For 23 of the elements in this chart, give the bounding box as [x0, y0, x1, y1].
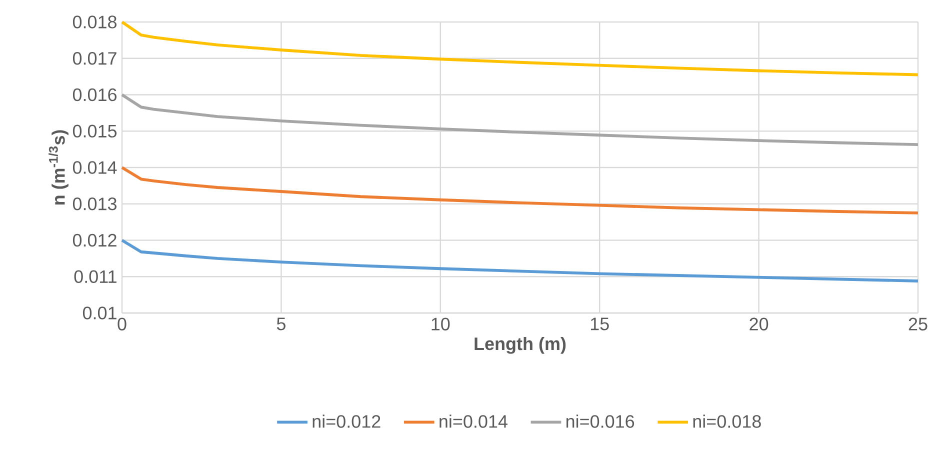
y-tick-label: 0.014 — [72, 161, 117, 174]
legend-label: ni=0.014 — [440, 414, 508, 428]
x-axis-title: Length (m) — [474, 336, 566, 354]
y-tick-label: 0.013 — [72, 198, 116, 210]
y-tick-label: 0.017 — [72, 52, 116, 65]
y-tick-label: 0.011 — [74, 270, 116, 283]
x-tick-label: 25 — [908, 318, 928, 330]
y-tick-label: 0.018 — [72, 16, 116, 28]
y-tick-label: 0.01 — [82, 306, 116, 320]
y-tick-label: 0.015 — [72, 124, 117, 138]
legend-label: ni=0.018 — [693, 414, 761, 428]
line-series — [120, 93, 920, 146]
x-tick-label: 5 — [276, 318, 286, 330]
x-tick-label: 15 — [590, 318, 609, 330]
line-series — [120, 20, 920, 76]
x-tick-label: 20 — [750, 318, 768, 330]
legend-label: ni=0.012 — [312, 414, 380, 428]
y-tick-label: 0.012 — [72, 234, 116, 247]
x-tick-label: 0 — [118, 318, 126, 330]
legend-label: ni=0.016 — [566, 414, 634, 428]
x-tick-label: 10 — [432, 318, 450, 330]
y-tick-label: 0.016 — [72, 88, 116, 102]
y-axis-title: n (m$^{-1/3}$s) — [48, 130, 68, 204]
